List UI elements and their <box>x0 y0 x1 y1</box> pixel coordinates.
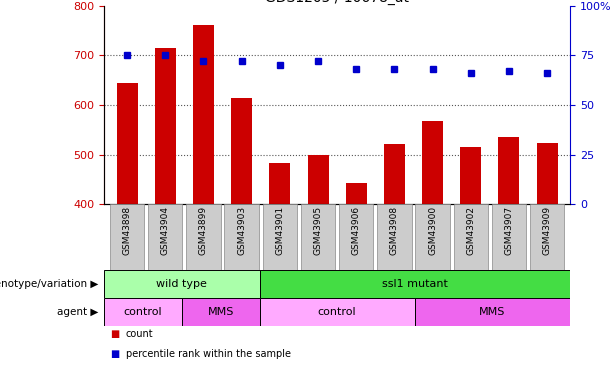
Bar <box>224 204 259 270</box>
Text: GSM43898: GSM43898 <box>123 206 132 255</box>
Bar <box>530 204 565 270</box>
Bar <box>377 204 411 270</box>
Text: GSM43905: GSM43905 <box>314 206 322 255</box>
Bar <box>104 298 182 326</box>
Bar <box>422 121 443 204</box>
Bar <box>259 298 415 326</box>
Bar <box>454 204 488 270</box>
Bar <box>498 137 519 204</box>
Bar <box>182 298 259 326</box>
Bar <box>308 154 329 204</box>
Bar <box>148 204 183 270</box>
Bar <box>263 204 297 270</box>
Bar <box>259 270 570 298</box>
Bar <box>536 143 558 204</box>
Bar <box>155 48 176 204</box>
Text: control: control <box>124 307 162 317</box>
Text: ■: ■ <box>110 350 120 359</box>
Text: ■: ■ <box>110 329 120 339</box>
Bar <box>492 204 526 270</box>
Bar <box>269 163 291 204</box>
Text: MMS: MMS <box>207 307 234 317</box>
Text: GSM43904: GSM43904 <box>161 206 170 255</box>
Bar <box>460 147 481 204</box>
Bar <box>193 26 214 204</box>
Bar <box>186 204 221 270</box>
Text: GSM43899: GSM43899 <box>199 206 208 255</box>
Text: GSM43903: GSM43903 <box>237 206 246 255</box>
Bar <box>104 270 259 298</box>
Text: agent ▶: agent ▶ <box>57 307 98 317</box>
Text: GSM43901: GSM43901 <box>275 206 284 255</box>
Text: percentile rank within the sample: percentile rank within the sample <box>126 350 291 359</box>
Bar <box>301 204 335 270</box>
Text: ssl1 mutant: ssl1 mutant <box>382 279 447 289</box>
Text: genotype/variation ▶: genotype/variation ▶ <box>0 279 98 289</box>
Bar <box>116 82 138 204</box>
Text: MMS: MMS <box>479 307 506 317</box>
Text: GSM43909: GSM43909 <box>543 206 552 255</box>
Bar <box>231 98 252 204</box>
Title: GDS1205 / 10678_at: GDS1205 / 10678_at <box>265 0 409 4</box>
Text: GSM43906: GSM43906 <box>352 206 360 255</box>
Bar <box>339 204 373 270</box>
Text: GSM43900: GSM43900 <box>428 206 437 255</box>
Bar <box>110 204 144 270</box>
Text: count: count <box>126 329 153 339</box>
Bar <box>416 204 450 270</box>
Text: control: control <box>318 307 357 317</box>
Text: GSM43902: GSM43902 <box>466 206 475 255</box>
Bar <box>415 298 570 326</box>
Text: wild type: wild type <box>156 279 207 289</box>
Text: GSM43908: GSM43908 <box>390 206 399 255</box>
Bar <box>384 144 405 204</box>
Text: GSM43907: GSM43907 <box>504 206 514 255</box>
Bar <box>346 183 367 204</box>
